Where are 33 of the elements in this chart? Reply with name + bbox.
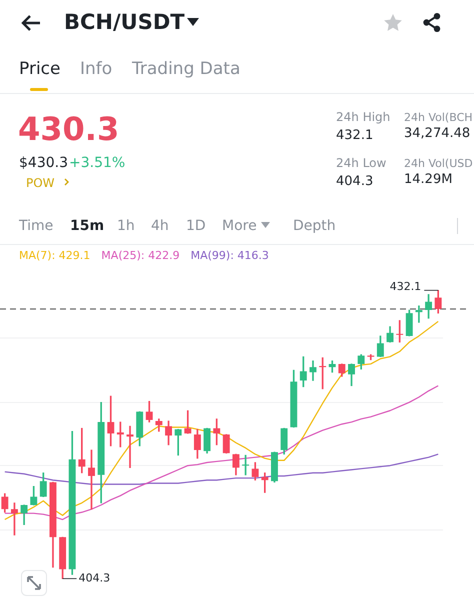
annotation: 404.3: [78, 572, 110, 585]
candlestick: [88, 450, 95, 510]
text: Depth: [293, 218, 336, 234]
text: Info: [80, 59, 112, 79]
text: 34,274.48: [404, 126, 470, 141]
text: More: [222, 218, 257, 234]
text: MA(7): 429.1: [19, 249, 90, 262]
annotation: 432.1: [390, 280, 422, 294]
candlestick: [415, 306, 422, 323]
text: +3.51%: [69, 155, 126, 171]
text: 24h Low: [336, 156, 386, 170]
text: Time: [19, 218, 54, 234]
text: $430.3: [19, 155, 68, 171]
candlestick: [126, 426, 134, 468]
text: 1D: [186, 218, 206, 234]
text: 14.29M: [404, 172, 452, 187]
text: 432.1: [336, 128, 374, 143]
text: 15m: [70, 218, 104, 234]
text: POW: [26, 176, 55, 190]
text: 404.3: [336, 174, 374, 189]
text: 1h: [117, 218, 135, 234]
text: 4h: [151, 218, 169, 234]
text: 24h High: [336, 110, 390, 124]
text: MA(99): 416.3: [190, 249, 269, 262]
chart-title: BCH/USDT: [64, 10, 185, 34]
text: Price: [19, 59, 60, 79]
text: Trading Data: [132, 59, 240, 79]
text: 430.3: [18, 110, 120, 148]
candlestick: [242, 454, 250, 476]
candlestick: [10, 502, 18, 536]
text: MA(25): 422.9: [101, 249, 180, 262]
text: 24h Vol(BCH: [404, 111, 473, 124]
text: 24h Vol(USD: [404, 157, 473, 170]
